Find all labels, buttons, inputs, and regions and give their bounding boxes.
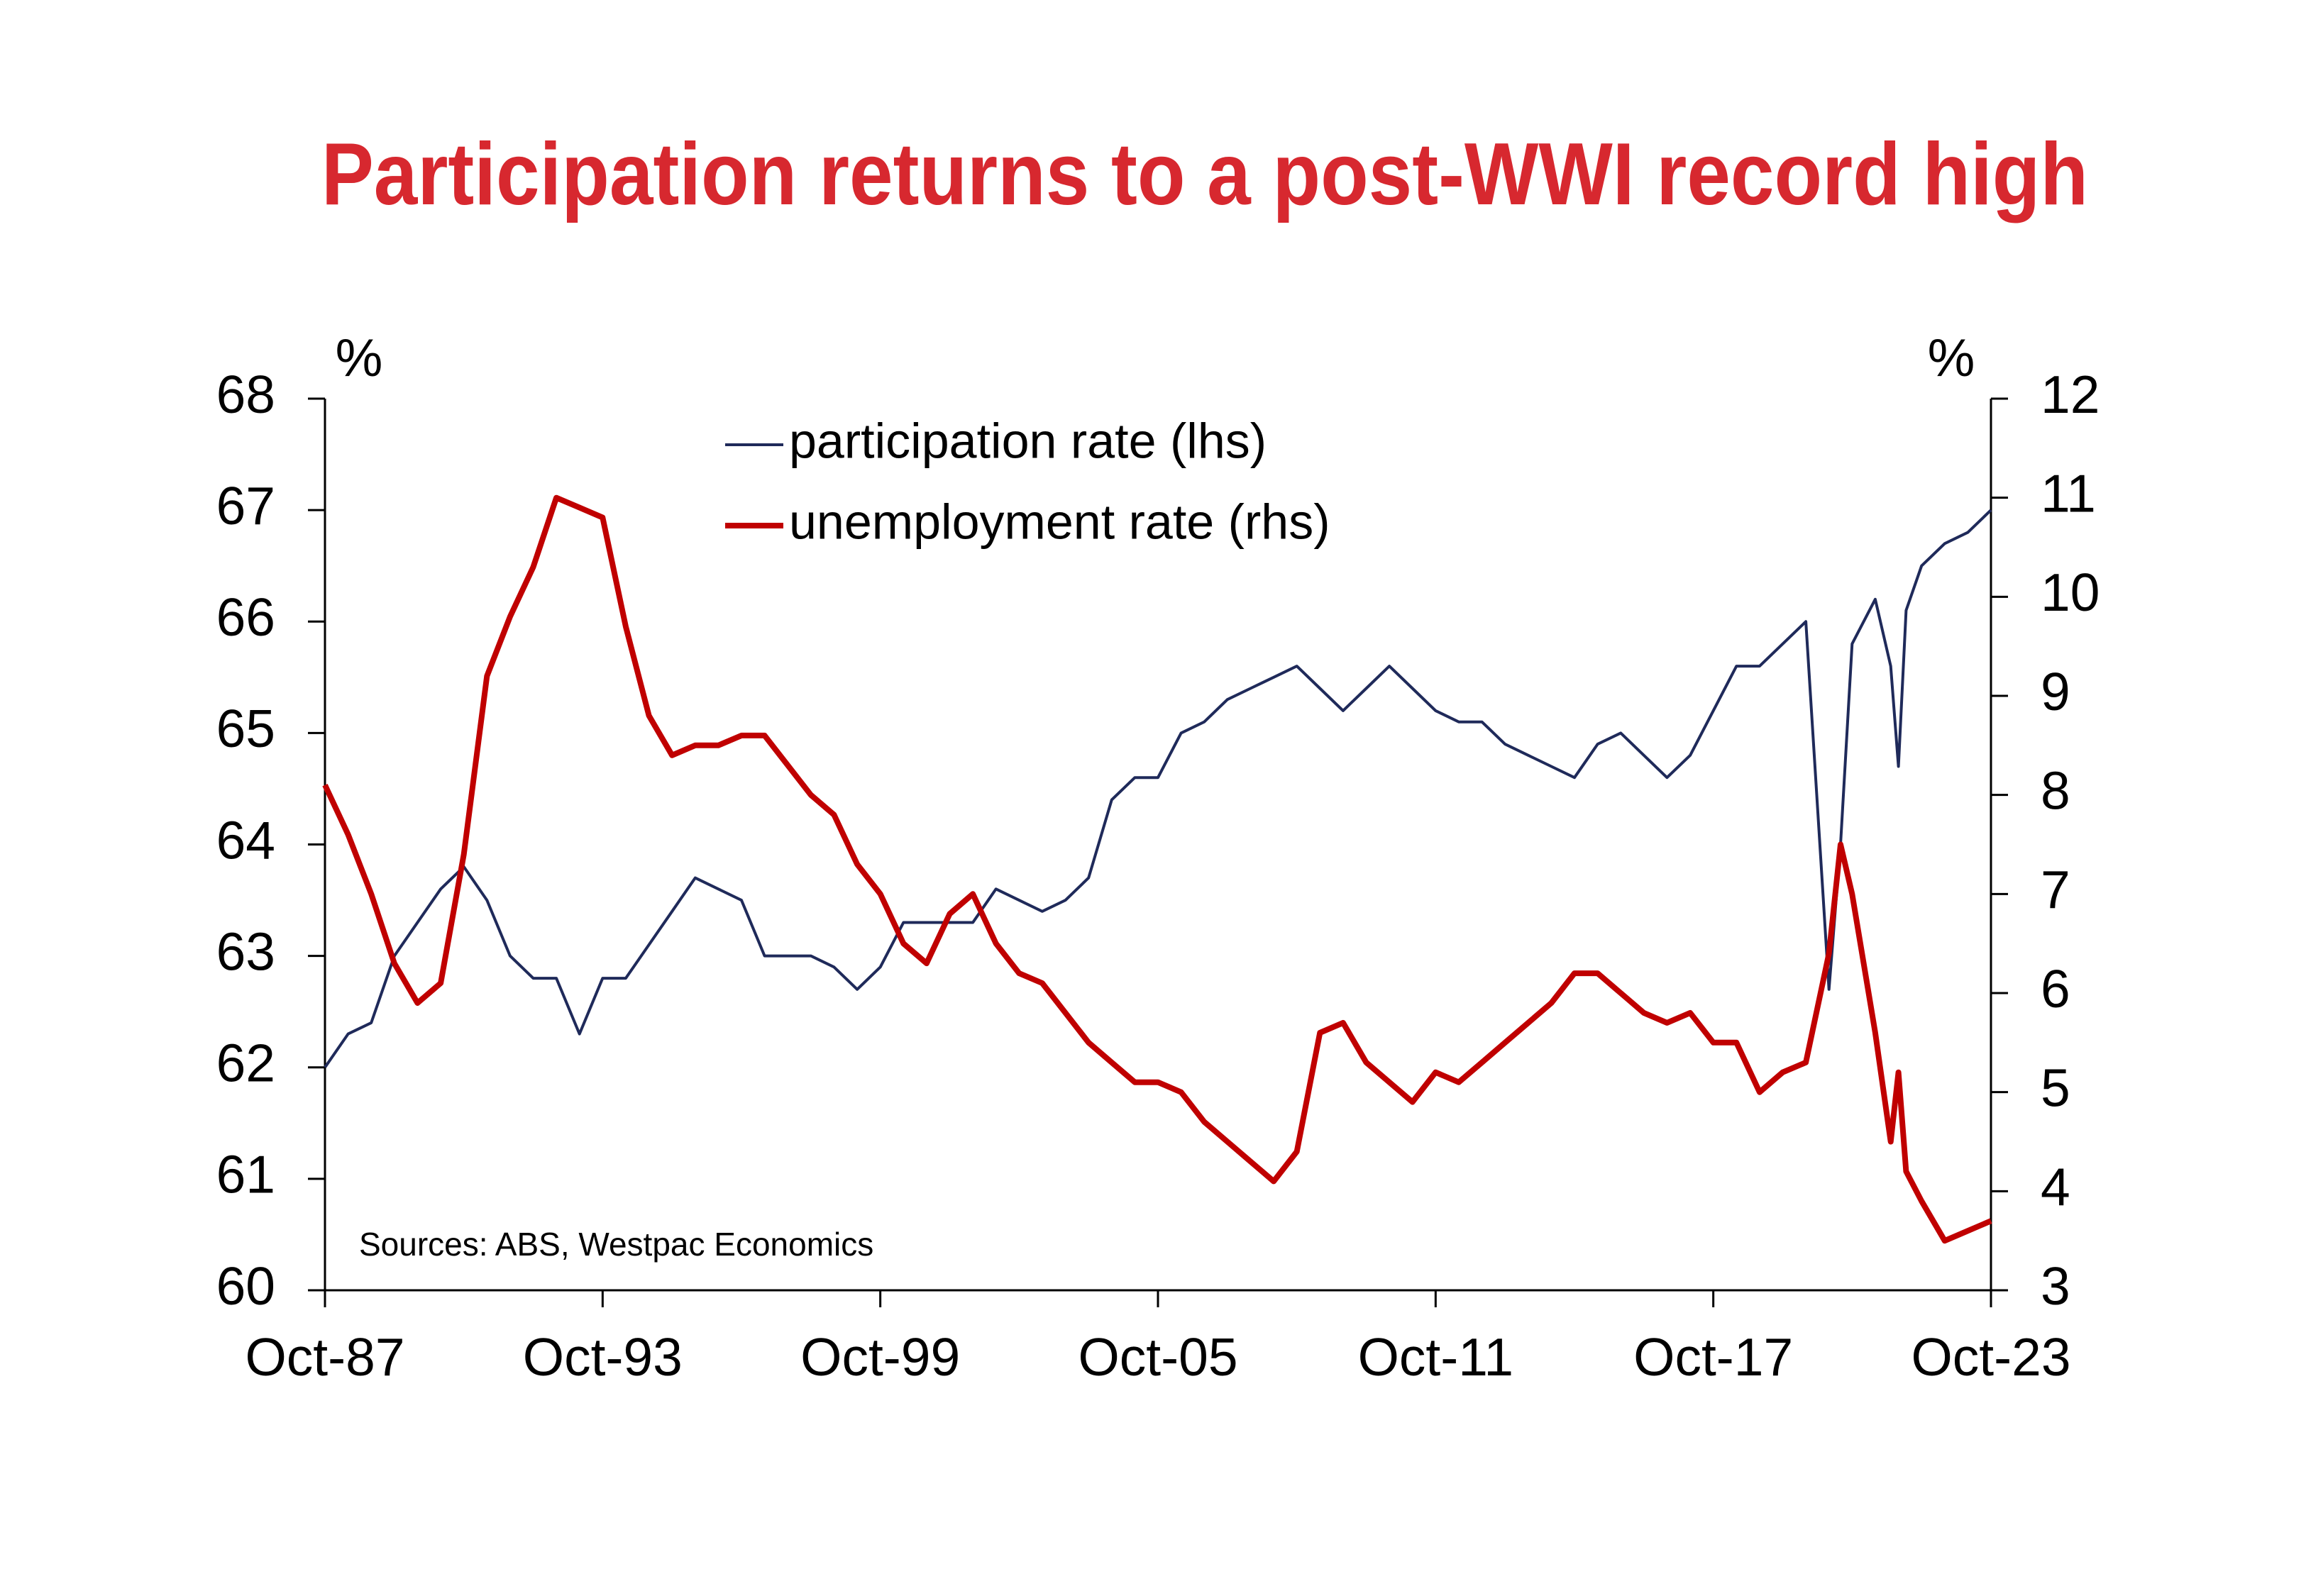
y-tick-label: 62 bbox=[216, 1033, 275, 1093]
line-series bbox=[324, 509, 1992, 1068]
x-tick-label: Oct-99 bbox=[800, 1327, 960, 1387]
y2-tick-label: 6 bbox=[2041, 959, 2070, 1019]
y-tick-label: 68 bbox=[216, 365, 275, 424]
y2-tick-label: 9 bbox=[2041, 662, 2070, 721]
x-tick-label: Oct-93 bbox=[523, 1327, 683, 1387]
line-series bbox=[322, 494, 1992, 1244]
y-tick-label: 65 bbox=[216, 699, 275, 758]
source-note: Sources: ABS, Westpac Economics bbox=[359, 1226, 873, 1263]
legend: participation rate (lhs) unemployment rat… bbox=[725, 413, 1330, 549]
y2-tick-label: 12 bbox=[2041, 365, 2100, 424]
y-tick-label: 66 bbox=[216, 587, 275, 647]
y-tick-label: 64 bbox=[216, 810, 275, 870]
y-axis-unit: % bbox=[336, 328, 383, 387]
y2-tick-label: 3 bbox=[2041, 1256, 2070, 1316]
y2-tick-label: 7 bbox=[2041, 860, 2070, 919]
y2-tick-label: 8 bbox=[2041, 760, 2070, 820]
x-tick-label: Oct-11 bbox=[1358, 1327, 1514, 1387]
legend-label: unemployment rate (rhs) bbox=[789, 494, 1330, 549]
y2-tick-label: 10 bbox=[2041, 563, 2100, 622]
x-tick-label: Oct-17 bbox=[1633, 1327, 1793, 1387]
x-tick-label: Oct-87 bbox=[245, 1327, 404, 1387]
y-tick-label: 60 bbox=[216, 1256, 275, 1316]
y-tick-label: 63 bbox=[216, 921, 275, 981]
y-tick-label: 67 bbox=[216, 476, 275, 536]
y2-axis-unit: % bbox=[1928, 328, 1975, 387]
x-tick-label: Oct-05 bbox=[1078, 1327, 1237, 1387]
legend-label: participation rate (lhs) bbox=[789, 413, 1267, 468]
y2-tick-label: 11 bbox=[2041, 463, 2096, 523]
y-tick-label: 61 bbox=[216, 1145, 275, 1204]
x-tick-label: Oct-23 bbox=[1911, 1327, 2070, 1387]
chart-title: Participation returns to a post-WWI reco… bbox=[321, 126, 2088, 223]
y2-tick-label: 4 bbox=[2041, 1157, 2070, 1217]
y2-tick-label: 5 bbox=[2041, 1058, 2070, 1117]
